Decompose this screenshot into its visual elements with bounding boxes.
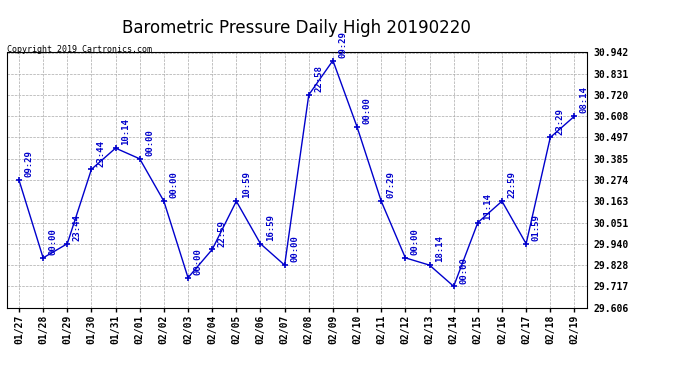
Text: 00:00: 00:00 xyxy=(411,228,420,255)
Text: 22:58: 22:58 xyxy=(315,65,324,92)
Text: 00:00: 00:00 xyxy=(194,248,203,275)
Text: 09:29: 09:29 xyxy=(339,31,348,58)
Text: 10:59: 10:59 xyxy=(242,171,251,198)
Text: 10:14: 10:14 xyxy=(121,118,130,146)
Text: 00:00: 00:00 xyxy=(49,228,58,255)
Text: 23:44: 23:44 xyxy=(73,214,82,241)
Text: 18:14: 18:14 xyxy=(435,236,444,262)
Text: 00:00: 00:00 xyxy=(146,129,155,156)
Text: 00:00: 00:00 xyxy=(170,171,179,198)
Text: 01:59: 01:59 xyxy=(532,214,541,241)
Text: 23:29: 23:29 xyxy=(556,108,565,135)
Text: 16:59: 16:59 xyxy=(266,214,275,241)
Text: 22:59: 22:59 xyxy=(508,171,517,198)
Text: Barometric Pressure Daily High 20190220: Barometric Pressure Daily High 20190220 xyxy=(122,19,471,37)
Text: Pressure  (Inches/Hg): Pressure (Inches/Hg) xyxy=(548,40,653,50)
Text: 00:00: 00:00 xyxy=(460,256,469,284)
Text: 00:00: 00:00 xyxy=(363,97,372,124)
Text: 22:59: 22:59 xyxy=(218,220,227,247)
Text: 07:29: 07:29 xyxy=(387,171,396,198)
Text: Copyright 2019 Cartronics.com: Copyright 2019 Cartronics.com xyxy=(7,45,152,54)
Text: 11:14: 11:14 xyxy=(484,193,493,220)
Text: 00:00: 00:00 xyxy=(290,236,299,262)
Text: 23:44: 23:44 xyxy=(97,140,106,166)
Text: 09:29: 09:29 xyxy=(25,150,34,177)
Text: 08:14: 08:14 xyxy=(580,87,589,114)
